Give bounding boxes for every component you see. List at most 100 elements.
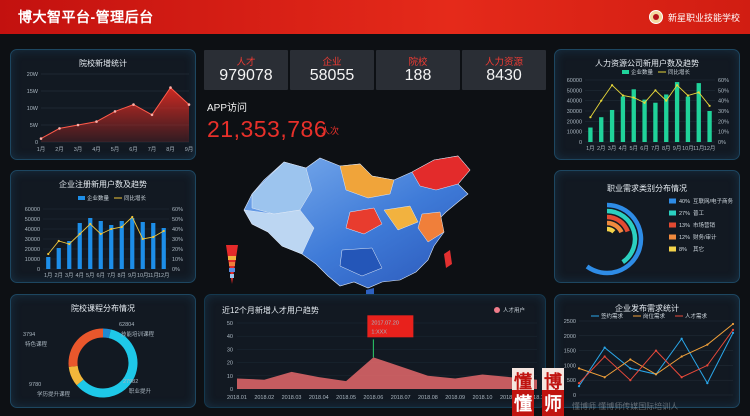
map-region-east xyxy=(417,211,445,243)
x-tick-label: 2月 xyxy=(55,146,64,153)
stat-value: 8430 xyxy=(486,67,522,84)
data-point xyxy=(603,355,606,358)
panel-enterprise-demand: 企业发布需求统计 0 500 1000 1500 2000 2500 签约需求 岗位需求 人才需… xyxy=(554,294,740,408)
y-tick-label: 0 xyxy=(35,140,38,146)
school-logo-icon xyxy=(648,10,663,24)
ring-slice xyxy=(585,202,644,276)
donut-slice xyxy=(68,328,104,367)
bar xyxy=(588,127,593,142)
trend-point xyxy=(141,237,144,241)
slice-label: 学历提升课程 xyxy=(37,390,71,398)
bar xyxy=(696,83,701,142)
x-tick-label: 11月 xyxy=(148,272,159,279)
area-fill xyxy=(41,87,189,142)
legend-swatch xyxy=(669,210,676,216)
bar xyxy=(151,223,156,269)
trend-point xyxy=(708,104,711,107)
legend-swatch xyxy=(669,222,676,228)
china-map[interactable] xyxy=(222,150,494,300)
y2-tick-label: 40% xyxy=(172,227,183,233)
legend-percent: 27% xyxy=(679,211,690,217)
watermark-seal: 懂 懂 博 师 xyxy=(512,368,570,416)
data-point xyxy=(113,110,117,113)
ring-slice xyxy=(606,226,616,234)
bar xyxy=(642,99,647,142)
trend-point xyxy=(162,229,165,233)
map-region-north xyxy=(339,163,395,199)
y2-tick-label: 30% xyxy=(718,109,729,115)
school-badge[interactable]: 新星职业技能学校 xyxy=(648,10,740,24)
x-tick-label: 3月 xyxy=(65,272,74,279)
x-tick-label: 2018.05 xyxy=(336,395,356,401)
data-point xyxy=(731,328,735,331)
data-point xyxy=(629,367,632,370)
school-growth-chart: 0 5W 10W 15W 20W 1月 2月 3月 4月 5月 6月 7月 8月 9月 xyxy=(27,72,194,153)
slice-value: 3794 xyxy=(23,332,35,338)
x-tick-label: 9月 xyxy=(673,145,682,152)
data-point xyxy=(680,376,683,379)
data-point xyxy=(603,346,606,349)
enterprise-users-chart: 0 10000 20000 30000 40000 50000 60000 0% 10% 20% 3… xyxy=(25,194,183,279)
app-title: 博大智平台-管理后台 xyxy=(18,9,154,25)
x-tick-label: 8月 xyxy=(117,272,126,279)
bar xyxy=(685,96,691,142)
x-tick-label: 6月 xyxy=(129,146,138,153)
x-tick-label: 1月 xyxy=(44,272,53,279)
panel-school-growth: 院校新增统计 0 5W 10W 15W 20W 1月 2月 3月 4月 5月 6月 7月 8月 9月 xyxy=(10,49,196,160)
legend-percent: 8% xyxy=(679,247,687,253)
y-tick-label: 1500 xyxy=(564,349,576,355)
bar xyxy=(664,94,669,142)
stat-school[interactable]: 院校 188 xyxy=(376,50,460,90)
y-tick-label: 15W xyxy=(27,89,39,95)
talent-trend-chart: 0 10 20 30 40 50 2018.01 2018.02 2018.03 2018.04 2… xyxy=(227,306,546,401)
trend-point xyxy=(675,84,679,87)
legend-label: 企业数量 xyxy=(87,194,110,202)
enterprise-demand-chart: 0 500 1000 1500 2000 2500 签约需求 岗位需求 人才需求 xyxy=(564,312,735,399)
tooltip-box xyxy=(367,315,414,338)
trend-point xyxy=(600,99,603,102)
watermark-char: 懂 xyxy=(512,390,534,416)
watermark-char: 博 xyxy=(542,368,564,394)
y2-tick-label: 60% xyxy=(172,207,183,213)
school-name: 新星职业技能学校 xyxy=(667,12,740,23)
watermark-char: 懂 xyxy=(512,368,534,394)
x-tick-label: 2018.01 xyxy=(227,395,247,401)
bar xyxy=(119,221,124,269)
trend-point xyxy=(47,252,50,256)
y2-tick-label: 0% xyxy=(172,267,180,273)
x-tick-label: 9月 xyxy=(185,146,194,153)
trend-point xyxy=(643,101,646,104)
trend-point xyxy=(632,96,635,99)
legend-label: 人才需求 xyxy=(685,312,708,320)
y-tick-label: 30000 xyxy=(25,237,40,243)
slice-label: 技能培训课程 xyxy=(121,330,155,338)
y-tick-label: 30000 xyxy=(567,109,582,115)
map-region-taiwan xyxy=(444,250,452,268)
watermark-caption: 懂博师 懂博师传媒国际培训人 xyxy=(572,402,679,411)
y-tick-label: 1000 xyxy=(564,363,576,369)
x-tick-label: 2018.07 xyxy=(391,395,411,401)
data-point xyxy=(577,382,581,385)
stat-talent[interactable]: 人才 979078 xyxy=(204,50,288,90)
legend-swatch xyxy=(78,196,85,200)
app-visits-unit: 人次 xyxy=(321,126,340,136)
legend-percent: 40% xyxy=(679,199,690,205)
bar xyxy=(631,89,636,142)
app-visits-value: 21,353,786 xyxy=(207,116,328,142)
data-point xyxy=(629,379,632,382)
trend-point xyxy=(589,116,592,119)
trend-point xyxy=(89,222,92,226)
panel-job-categories: 职业需求类别分布情况 40% 互联网/电子商务 27% 普工 13% 市场营销 12% 财务/… xyxy=(554,170,740,283)
map-region-tibet xyxy=(243,209,315,255)
data-point xyxy=(603,376,606,379)
bar xyxy=(98,221,103,269)
stat-label: 人才 xyxy=(236,57,256,68)
y-tick-label: 2000 xyxy=(564,334,576,340)
bar xyxy=(67,241,72,269)
trend-point xyxy=(120,225,123,229)
x-tick-label: 2018.12 xyxy=(527,395,546,401)
stat-hr[interactable]: 人力资源 8430 xyxy=(462,50,546,90)
stat-enterprise[interactable]: 企业 58055 xyxy=(290,50,374,90)
data-point xyxy=(132,103,135,106)
y2-tick-label: 20% xyxy=(718,119,729,125)
